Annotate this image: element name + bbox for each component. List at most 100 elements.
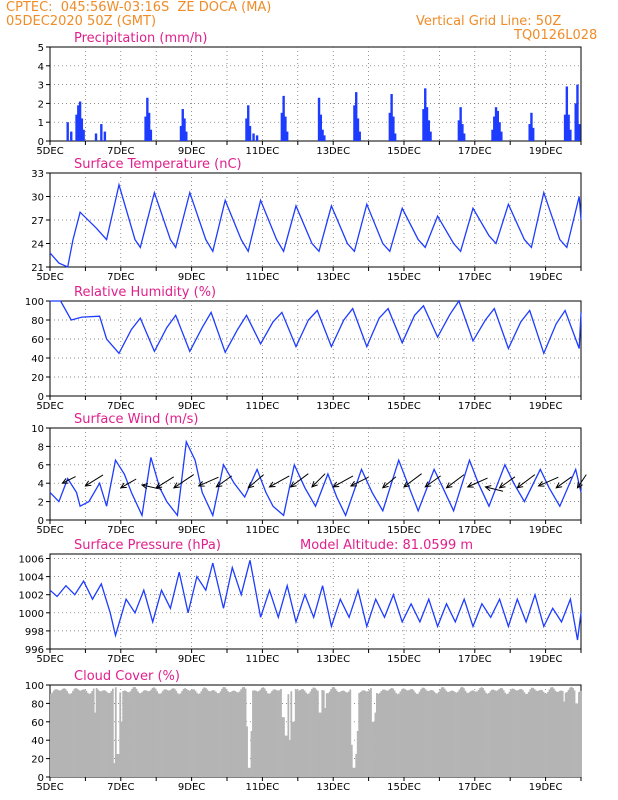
cloud-bar [429,690,431,777]
cloud-bar [371,721,374,777]
cloud-bar [539,689,542,777]
rh-y-tick-label: 100 [25,297,44,308]
cloud-bar [197,693,200,777]
cloud-bar [312,687,315,777]
cloud-bar [496,690,499,777]
cloud-bar [579,690,582,777]
precip-bar [323,135,326,141]
cloud-bar [314,687,316,777]
wind-arrow-head [119,482,127,489]
precip-bar [563,114,567,141]
cloud-bar [393,690,396,777]
precip-bar [532,127,535,141]
cloud-bar [263,688,266,777]
cloud-bar [504,692,507,777]
precip-bar [248,125,252,141]
cloud-bar [309,691,312,777]
cloud-bar [463,688,465,777]
cloud-bar [347,691,350,777]
cloud-bar [367,691,369,777]
precip-bar [494,107,498,141]
cloud-bar [246,726,248,777]
cloud-bar [52,690,55,777]
temp-series-line [49,182,582,268]
cloud-bar [575,703,577,777]
cloud-bar [337,692,340,777]
precip-bar [358,131,361,141]
cloud-bar [495,690,498,777]
precip-title: Precipitation (mm/h) [74,31,207,46]
cloud-bar [204,687,207,777]
cloud-panel: 0 20 40 60 80 100 5DEC 7DEC 9DEC 11DEC 13DEC 15DEC 1… [25,669,582,793]
cloud-bar [331,687,334,777]
temp-x-tick-label: 5DEC [36,272,63,283]
precip-x-tick-label: 7DEC [107,146,134,157]
cloud-bar [527,691,530,777]
cloud-bar [187,690,189,777]
precip-bar [100,124,103,141]
cloud-bar [569,687,571,777]
cloud-bar [284,735,287,777]
cloud-bar [306,693,309,777]
wind-y-tick-label: 2 [38,498,44,509]
rh-y-tick-label: 40 [31,354,44,365]
cloud-bar [252,690,254,777]
cloud-bar [145,690,148,777]
cloud-bar [437,691,440,777]
cloud-bar [542,691,545,777]
cloud-bar [113,763,116,777]
cloud-bar [85,690,88,777]
wind-arrow-head [466,481,474,488]
wind-arrow-head [215,481,223,488]
cloud-bar [308,693,310,777]
cloud-bar [408,690,411,777]
precip-bar [77,105,80,141]
cloud-bar [561,690,564,777]
cloud-bar [346,692,349,777]
cloud-bar [415,693,418,777]
cloud-bar [240,689,243,777]
cloud-y-tick-label: 20 [31,755,44,766]
cloud-bar [555,691,558,777]
wind-arrow-head [381,482,389,489]
cloud-bar [229,691,232,777]
pres-y-tick-label: 1002 [19,591,44,602]
pres-note: Model Altitude: 81.0599 m [300,538,473,553]
cloud-bar [300,689,303,777]
wind-arrow-head [311,481,318,488]
cloud-bar [474,691,477,777]
cloud-bar [402,688,405,777]
cloud-bar [275,690,278,777]
cloud-bar [234,691,237,777]
precip-bar [491,129,494,141]
precip-bar [285,131,289,141]
cloud-bar [321,690,324,777]
precip-bar [429,131,432,141]
wind-arrow-head [349,480,357,487]
cloud-bar [157,693,160,777]
cloud-bar [257,691,260,777]
wind-arrow-head [289,481,297,488]
cloud-bar [89,693,92,777]
wind-arrow [577,474,587,489]
rh-x-tick-label: 7DEC [107,401,134,412]
cloud-bar [377,693,380,777]
cloud-bar [228,692,231,777]
cloud-bar [510,689,512,777]
cloud-bar [473,690,476,777]
cloud-bar [166,690,169,777]
cloud-bar [576,703,579,777]
precip-bar [149,129,153,141]
cloud-bar [396,694,399,777]
cloud-bar [458,689,461,777]
cloud-bar [268,693,271,777]
precip-bar [459,107,462,141]
cloud-bar [138,693,141,777]
precip-bar [245,118,248,141]
cloud-bar [436,693,439,777]
cloud-bar [299,690,302,777]
pres-y-tick-label: 998 [25,627,44,638]
cloud-bar [286,735,288,777]
cloud-bar [185,688,188,777]
cloud-bar [311,688,313,777]
